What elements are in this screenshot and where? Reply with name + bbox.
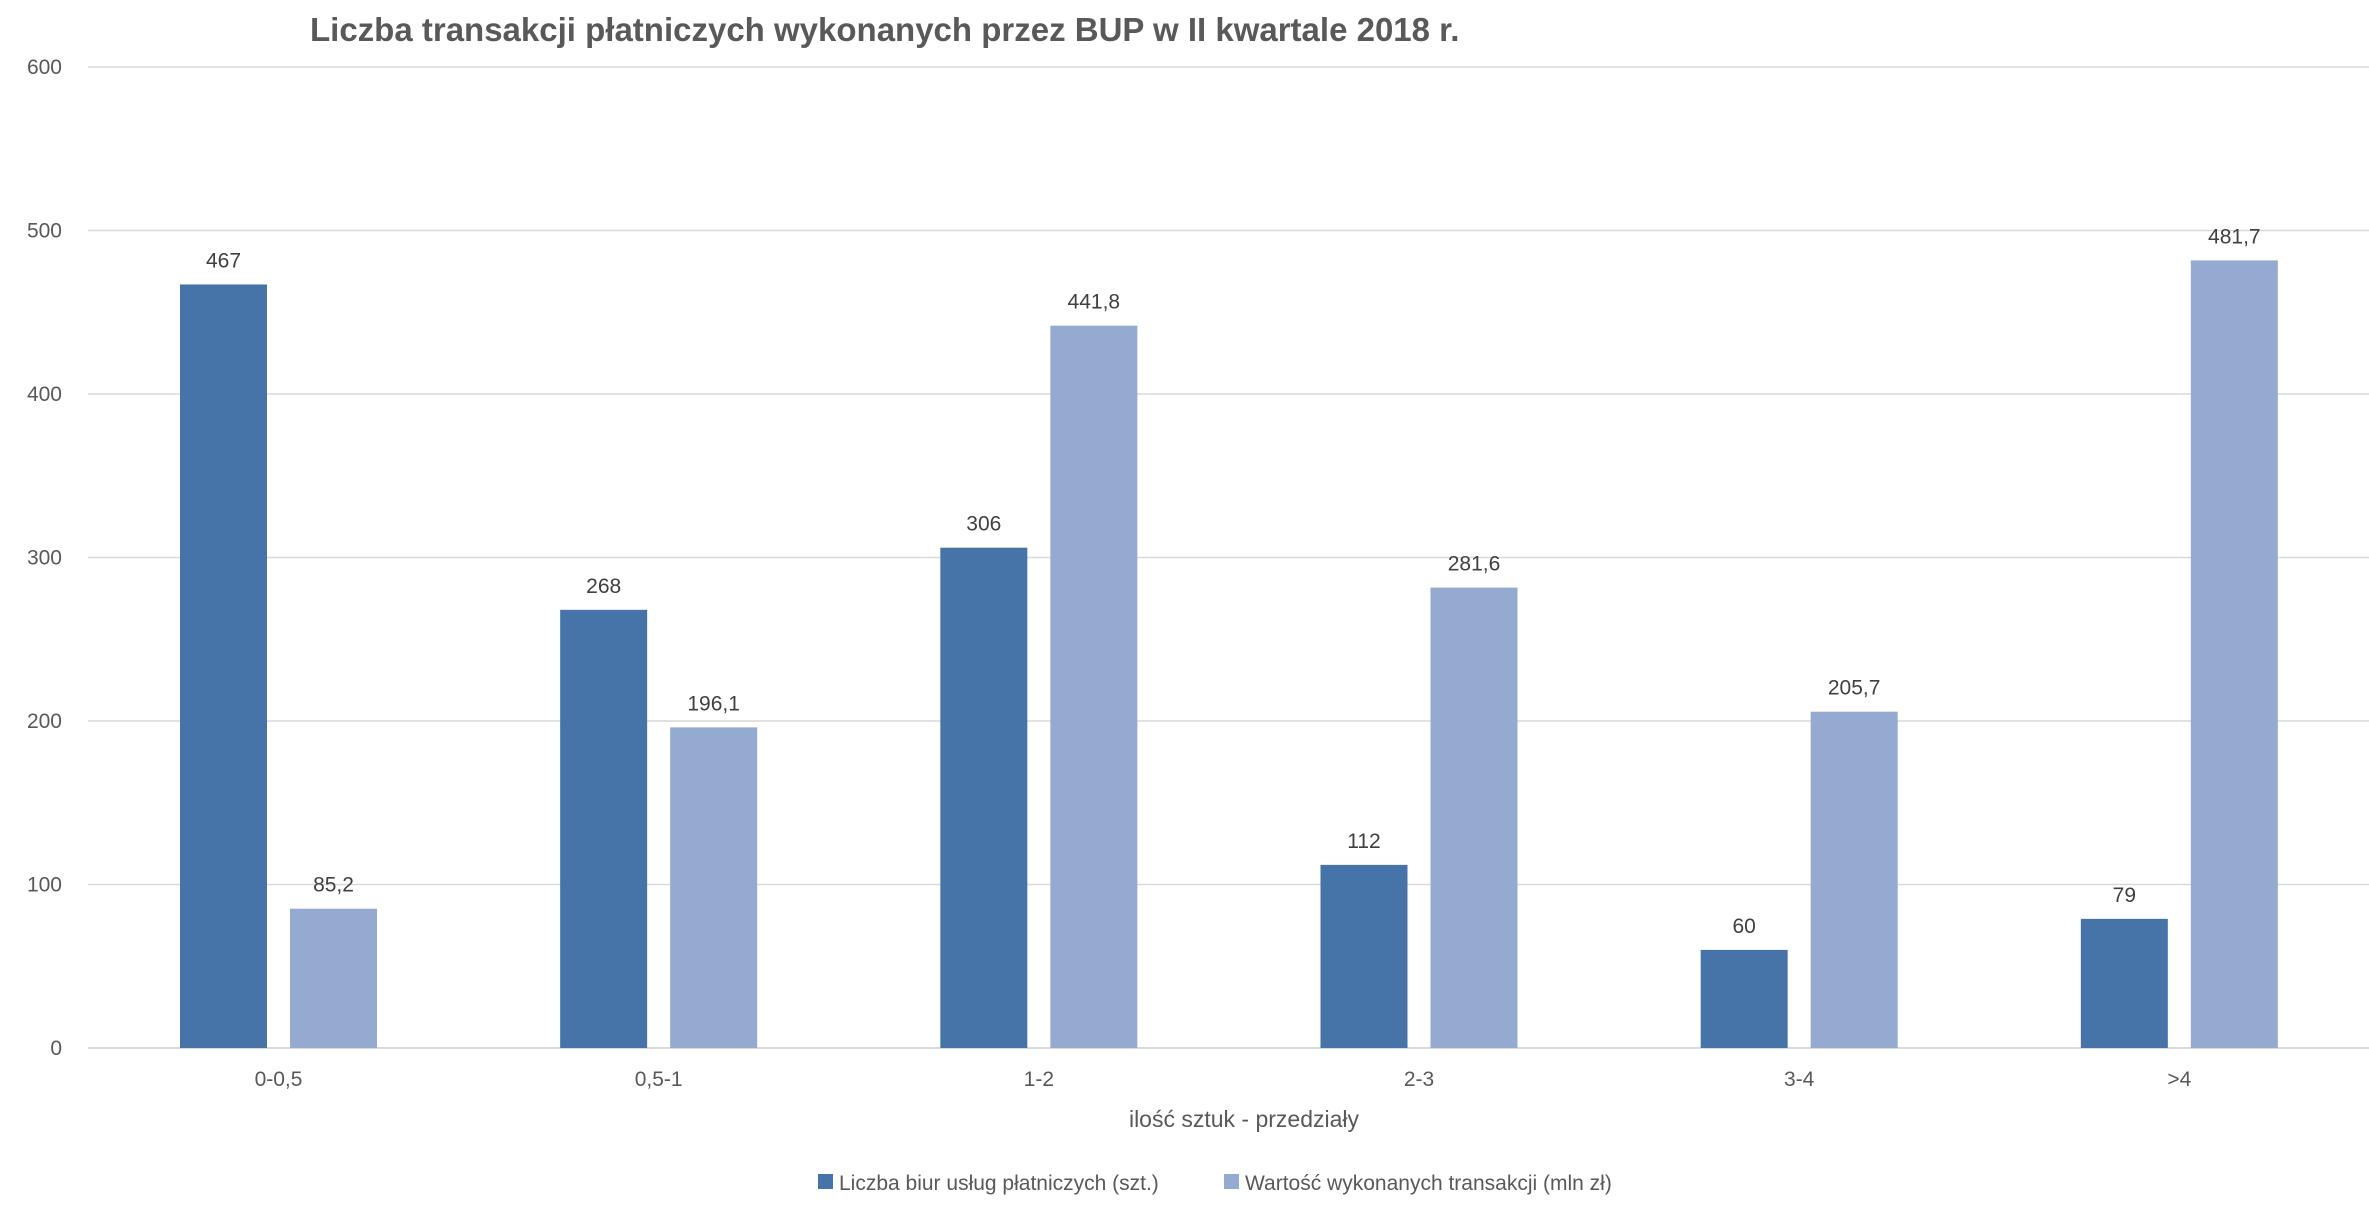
bar-series-2-1 xyxy=(290,908,377,1048)
x-axis-title: ilość sztuk - przedziały xyxy=(1129,1106,1360,1132)
bar-series-1-5 xyxy=(1700,949,1788,1048)
x-tick-label: >4 xyxy=(2167,1068,2191,1091)
bar-series-1-6 xyxy=(2080,918,2168,1048)
data-label: 281,6 xyxy=(1448,553,1501,576)
chart-title: Liczba transakcji płatniczych wykonanych… xyxy=(310,11,1459,48)
x-tick-label: 2-3 xyxy=(1404,1068,1434,1091)
bar-series-1-1 xyxy=(180,284,267,1049)
data-label: 112 xyxy=(1347,830,1380,853)
legend-swatch xyxy=(818,1174,833,1189)
gridlines xyxy=(88,66,2369,1049)
y-tick-label: 0 xyxy=(50,1037,62,1060)
bar-series-1-2 xyxy=(560,609,648,1048)
y-tick-label: 500 xyxy=(27,220,62,243)
x-tick-label: 1-2 xyxy=(1024,1068,1054,1091)
bar-series-2-6 xyxy=(2190,260,2278,1048)
data-label: 306 xyxy=(966,513,1001,536)
legend-item-2: Wartość wykonanych transakcji (mln zł) xyxy=(1224,1172,1612,1195)
x-axis-tick-labels: 0-0,5 0,5-1 1-2 2-3 3-4 >4 xyxy=(255,1068,2192,1091)
x-tick-label: 0,5-1 xyxy=(635,1068,683,1091)
bar-series-1-4 xyxy=(1320,864,1408,1048)
data-labels: 467 85,2 268 196,1 306 441,8 112 281,6 60 205,7 79… xyxy=(206,225,2261,937)
y-tick-label: 100 xyxy=(27,874,62,897)
bar-series-2-2 xyxy=(670,727,758,1048)
bar-series-1-3 xyxy=(940,547,1028,1048)
data-label: 85,2 xyxy=(313,874,354,897)
data-label: 481,7 xyxy=(2208,225,2261,248)
legend-label: Wartość wykonanych transakcji (mln zł) xyxy=(1245,1172,1612,1195)
bar-series-2-5 xyxy=(1810,711,1898,1048)
y-axis-tick-labels: 0 100 200 300 400 500 600 xyxy=(27,56,62,1060)
data-label: 268 xyxy=(586,575,621,598)
data-label: 441,8 xyxy=(1068,291,1121,314)
legend-swatch xyxy=(1224,1174,1239,1189)
x-tick-label: 3-4 xyxy=(1784,1068,1815,1091)
bars xyxy=(180,260,2278,1049)
legend-item-1: Liczba biur usług płatniczych (szt.) xyxy=(818,1172,1159,1195)
legend: Liczba biur usług płatniczych (szt.) Wart… xyxy=(818,1172,1612,1195)
y-tick-label: 600 xyxy=(27,56,62,79)
data-label: 196,1 xyxy=(687,692,740,715)
bar-series-2-4 xyxy=(1430,587,1518,1048)
data-label: 60 xyxy=(1732,915,1755,938)
y-tick-label: 200 xyxy=(27,710,62,733)
y-tick-label: 300 xyxy=(27,547,62,570)
data-label: 205,7 xyxy=(1828,677,1881,700)
y-tick-label: 400 xyxy=(27,383,62,406)
data-label: 467 xyxy=(206,249,241,272)
bar-series-2-3 xyxy=(1050,325,1138,1049)
legend-label: Liczba biur usług płatniczych (szt.) xyxy=(839,1172,1159,1195)
x-tick-label: 0-0,5 xyxy=(255,1068,303,1091)
data-label: 79 xyxy=(2113,884,2136,907)
